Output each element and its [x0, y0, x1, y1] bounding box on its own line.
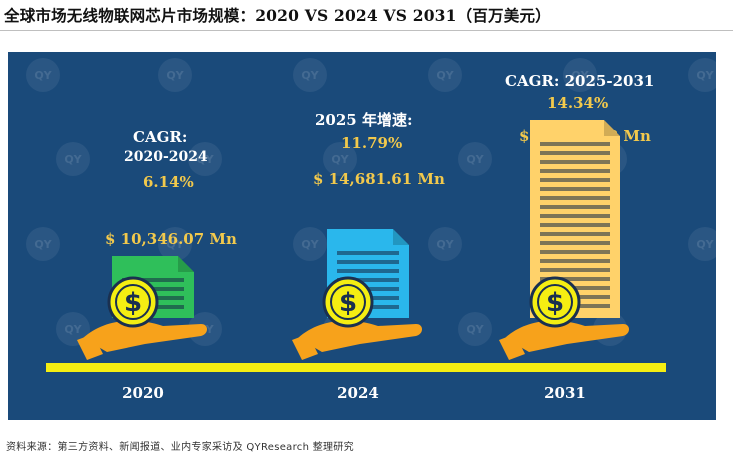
- year-label-2031: 2031: [544, 384, 586, 402]
- watermark-logo: QY: [458, 312, 492, 346]
- cagr-2020-value: 6.14%: [143, 173, 194, 191]
- cagr-2020-label: CAGR:: [133, 128, 188, 146]
- watermark-logo: QY: [158, 227, 192, 261]
- watermark-logo: QY: [293, 227, 327, 261]
- year-label-2020: 2020: [122, 384, 164, 402]
- watermark-logo: QY: [56, 142, 90, 176]
- svg-text:$: $: [339, 288, 357, 318]
- year-label-2024: 2024: [337, 384, 379, 402]
- watermark-logo: QY: [158, 58, 192, 92]
- growth-2025-label: 2025 年增速:: [315, 111, 413, 129]
- chart-title: 全球市场无线物联网芯片市场规模：2020 VS 2024 VS 2031（百万美…: [4, 6, 551, 25]
- svg-text:$: $: [546, 288, 564, 318]
- watermark-logo: QY: [458, 142, 492, 176]
- watermark-logo: QY: [688, 227, 716, 261]
- cagr-2020-period: 2020-2024: [124, 149, 208, 165]
- value-label-2024: $ 14,681.61 Mn: [313, 170, 445, 188]
- watermark-logo: QY: [563, 58, 597, 92]
- dollar-coin-icon: $: [322, 276, 374, 328]
- infographic-panel: QYQYQYQYQYQYQYQYQYQYQYQYQYQYQYQYQYQYQYQY…: [8, 52, 716, 420]
- value-label-2020: $ 10,346.07 Mn: [105, 230, 237, 248]
- watermark-logo: QY: [26, 227, 60, 261]
- baseline-bar: [46, 363, 666, 372]
- hand-icon: [77, 320, 207, 360]
- watermark-logo: QY: [188, 142, 222, 176]
- cagr-2031-label: CAGR: 2025-2031: [505, 72, 655, 90]
- hand-icon: [499, 320, 629, 360]
- growth-2025-value: 11.79%: [341, 134, 403, 152]
- dollar-coin-icon: $: [107, 276, 159, 328]
- title-divider: [0, 30, 733, 31]
- watermark-logo: QY: [323, 142, 357, 176]
- dollar-coin-icon: $: [529, 276, 581, 328]
- watermark-logo: QY: [26, 58, 60, 92]
- watermark-logo: QY: [688, 58, 716, 92]
- cagr-2031-value: 14.34%: [547, 94, 609, 112]
- watermark-logo: QY: [428, 227, 462, 261]
- svg-text:$: $: [124, 288, 142, 318]
- watermark-logo: QY: [428, 58, 462, 92]
- watermark-logo: QY: [293, 58, 327, 92]
- hand-icon: [292, 320, 422, 360]
- source-note: 资料来源：第三方资料、新闻报道、业内专家采访及 QYResearch 整理研究: [6, 442, 354, 453]
